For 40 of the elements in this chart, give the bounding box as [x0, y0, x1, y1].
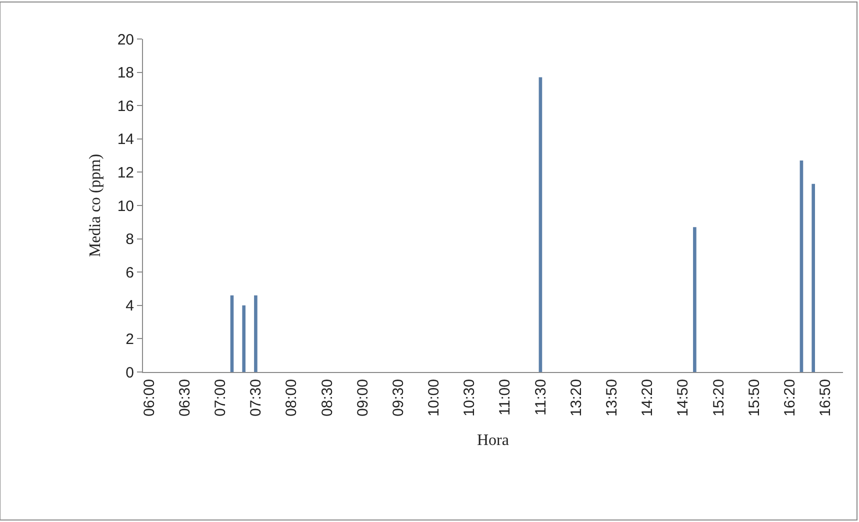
y-tick-label: 10 [117, 198, 134, 215]
x-tick-label: 14:50 [674, 379, 692, 417]
x-axis-title: Hora [477, 432, 509, 450]
x-tick-label: 13:20 [568, 379, 585, 417]
x-tick-label: 06:30 [176, 379, 194, 417]
x-tick-label: 11:00 [496, 379, 514, 416]
bar [812, 184, 815, 372]
x-tick-label: 10:00 [426, 379, 443, 417]
y-tick-label: 4 [126, 298, 134, 315]
x-tick-label: 13:50 [604, 379, 621, 417]
x-tick-label: 08:30 [318, 379, 336, 417]
y-axis-title: Media co (ppm) [87, 154, 104, 258]
y-tick-label: 12 [117, 164, 134, 182]
x-tick-label: 08:00 [283, 379, 300, 417]
x-tick-label: 14:20 [639, 379, 656, 417]
x-tick-label: 06:00 [140, 379, 158, 417]
y-tick-label: 14 [117, 131, 134, 148]
x-tick-label: 11:30 [532, 379, 550, 416]
bar [242, 305, 246, 372]
x-tick-label: 16:20 [781, 379, 798, 417]
bar [800, 160, 804, 372]
x-tick-label: 07:30 [248, 379, 265, 417]
bar [538, 77, 542, 372]
bar [693, 227, 696, 372]
y-tick-label: 2 [126, 330, 134, 348]
x-tick-label: 10:30 [461, 379, 478, 417]
x-tick-label: 16:50 [817, 379, 834, 417]
y-tick-label: 6 [126, 264, 134, 282]
x-tick-label: 15:20 [710, 379, 728, 417]
y-tick-label: 20 [117, 31, 134, 48]
y-tick-label: 18 [117, 64, 134, 82]
x-tick-label: 07:00 [212, 379, 229, 417]
y-tick-label: 0 [126, 364, 134, 382]
bar [230, 295, 234, 372]
bar [254, 295, 258, 372]
x-tick-label: 09:00 [354, 379, 372, 417]
y-tick-label: 16 [117, 98, 134, 115]
y-tick-label: 8 [126, 231, 134, 248]
x-tick-label: 09:30 [390, 379, 407, 417]
x-tick-label: 15:50 [746, 379, 763, 417]
